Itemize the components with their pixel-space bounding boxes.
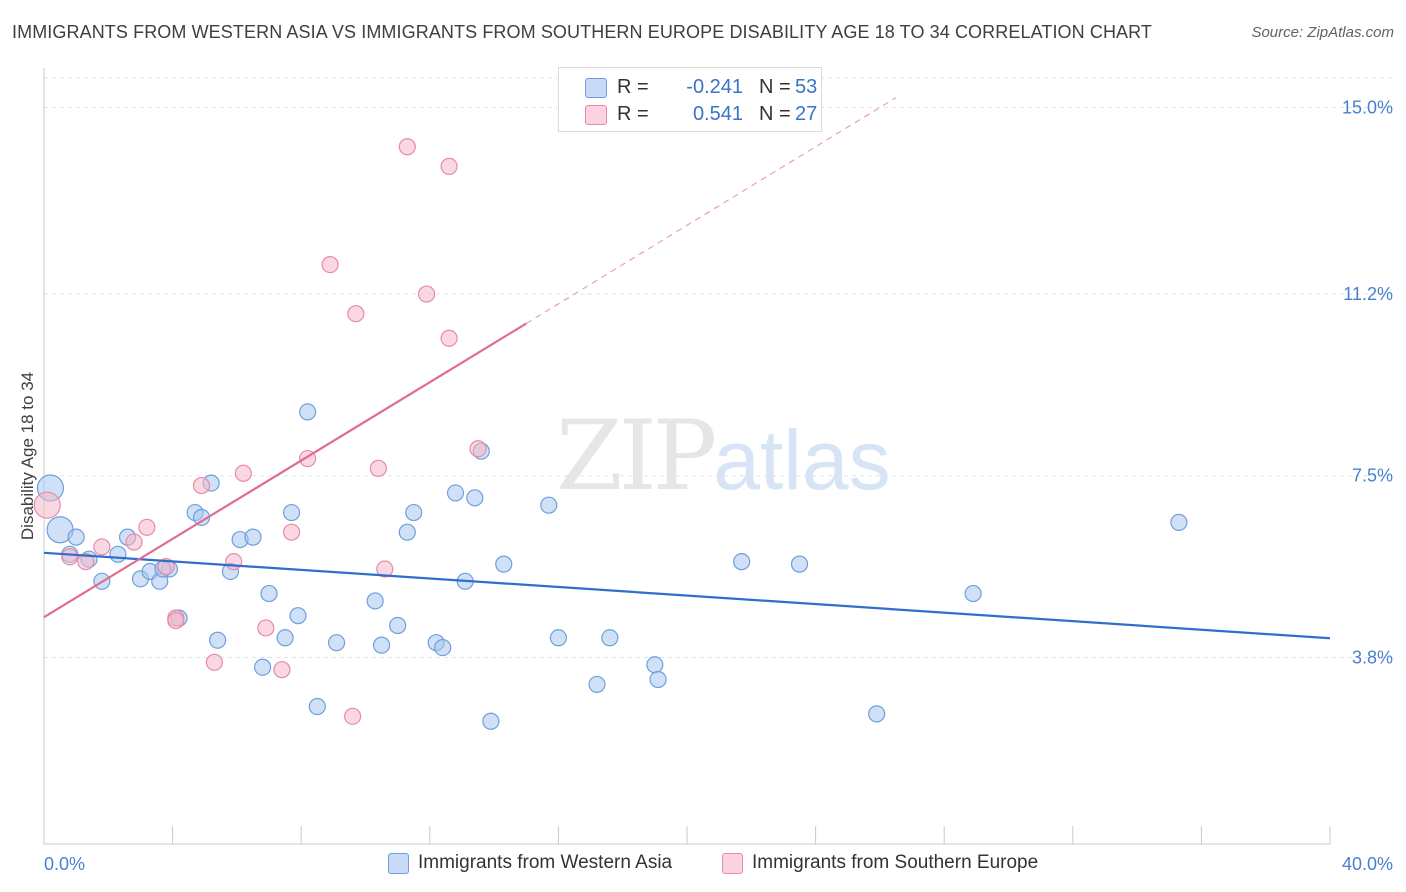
data-point-western-asia [495,555,513,573]
data-point-southern-europe [257,619,275,637]
data-point-western-asia [389,616,407,635]
data-point-western-asia [405,503,423,522]
y-tick-label: 7.5% [1352,466,1393,486]
data-point-southern-europe [321,255,339,274]
watermark: ZIPatlas [556,400,891,512]
data-point-western-asia [366,592,384,610]
data-point-western-asia [209,631,227,649]
data-point-southern-europe [273,661,291,679]
source-credit: Source: ZipAtlas.com [1251,24,1394,41]
data-point-southern-europe [205,653,223,671]
data-point-southern-europe [469,440,487,458]
legend-swatch-pink [585,105,607,125]
y-tick-label: 15.0% [1342,97,1393,117]
legend-swatch-pink [722,853,743,874]
data-point-western-asia [540,496,558,514]
r-label: R = [617,103,649,125]
trend-line-western-asia [43,551,1331,640]
data-point-western-asia [868,705,886,723]
data-point-western-asia [646,656,664,674]
data-point-southern-europe [225,553,243,571]
n-label: N = [759,76,791,98]
data-point-southern-europe [192,476,211,495]
data-point-southern-europe [398,138,416,156]
data-point-western-asia [398,523,416,541]
data-point-western-asia [299,403,317,421]
data-point-western-asia [790,555,809,573]
data-point-southern-europe [77,553,95,571]
data-point-southern-europe [440,329,458,347]
legend-swatch-blue [585,78,607,98]
data-point-southern-europe [125,533,143,551]
chart-title: IMMIGRANTS FROM WESTERN ASIA VS IMMIGRAN… [12,22,1153,42]
data-point-western-asia [282,503,301,522]
data-point-western-asia [67,528,85,546]
data-point-western-asia [482,712,500,730]
data-point-western-asia [244,528,262,546]
data-point-western-asia [649,670,667,689]
data-point-western-asia [588,675,606,694]
data-point-southern-europe [33,491,61,519]
data-point-southern-europe [344,707,362,725]
y-tick-label: 11.2% [1343,284,1393,304]
watermark-zip: ZIP [556,400,717,512]
data-point-western-asia [601,629,619,647]
data-point-southern-europe [93,538,111,556]
data-point-southern-europe [167,611,185,630]
data-point-western-asia [372,636,391,654]
y-tick-label: 3.8% [1352,647,1393,667]
data-point-western-asia [446,484,465,502]
data-point-southern-europe [369,459,387,477]
trend-line-southern-europe [43,322,527,619]
data-point-western-asia [260,584,278,603]
legend-swatch-blue [388,853,409,874]
data-point-western-asia [109,545,127,563]
y-axis-label: Disability Age 18 to 34 [18,372,37,540]
n-label: N = [759,103,791,125]
data-point-southern-europe [376,560,394,578]
data-point-western-asia [466,489,484,507]
data-point-western-asia [964,584,982,603]
data-point-western-asia [733,553,751,571]
data-point-southern-europe [138,518,156,536]
r-value: -0.241 [686,76,743,98]
legend-label: Immigrants from Southern Europe [752,852,1039,873]
x-tick-label: 40.0% [1342,854,1393,874]
x-tick-label: 0.0% [44,854,85,874]
data-point-western-asia [276,629,294,647]
data-point-southern-europe [234,464,252,482]
data-point-western-asia [1170,513,1188,531]
data-point-western-asia [254,658,272,676]
legend-label: Immigrants from Western Asia [418,852,673,873]
data-point-southern-europe [417,285,436,303]
data-point-southern-europe [157,557,175,576]
data-point-western-asia [549,629,568,647]
n-value: 53 [795,76,818,98]
data-point-western-asia [434,638,452,657]
data-point-western-asia [289,607,307,625]
data-point-southern-europe [347,305,365,323]
data-point-southern-europe [282,523,301,541]
data-point-southern-europe [440,157,458,175]
data-point-western-asia [327,634,346,652]
n-value: 27 [795,103,818,125]
r-value: 0.541 [692,103,743,125]
correlation-legend: R = -0.241 N = 53 R = 0.541 N = 27 [558,67,822,132]
r-label: R = [617,76,649,98]
data-point-western-asia [308,697,326,716]
watermark-atlas: atlas [713,413,891,507]
data-point-southern-europe [61,548,79,566]
